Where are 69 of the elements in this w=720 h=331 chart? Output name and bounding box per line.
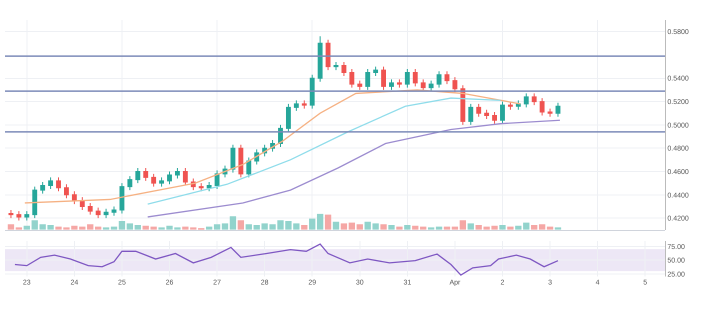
candlestick [48, 176, 54, 190]
bar [301, 224, 308, 230]
candlestick [468, 103, 474, 126]
candlestick [24, 210, 30, 221]
candlestick [500, 101, 505, 124]
candlestick [159, 176, 164, 188]
candlestick [318, 36, 323, 82]
candlestick [64, 184, 69, 199]
candlestick [341, 61, 346, 76]
candlestick [206, 181, 212, 192]
candlestick [436, 70, 442, 88]
candlestick [381, 66, 386, 90]
candlestick [396, 78, 402, 88]
candlestick [16, 210, 22, 221]
bar [230, 216, 236, 230]
candlestick [389, 78, 394, 90]
candlestick [428, 80, 434, 92]
candlestick [56, 176, 61, 192]
candlestick [326, 39, 331, 71]
candlestick [532, 92, 537, 106]
candlestick [135, 168, 140, 184]
bar [380, 224, 387, 230]
candlestick [104, 208, 109, 219]
candlestick [349, 68, 354, 88]
candlestick [143, 168, 148, 182]
candlestick [357, 80, 362, 90]
bar [324, 214, 332, 230]
candlestick [452, 76, 458, 93]
candlestick [72, 190, 77, 205]
candlestick [556, 102, 560, 118]
candlestick [167, 170, 172, 185]
candlestick [373, 66, 378, 76]
candlestick [112, 206, 116, 216]
candlestick [198, 182, 204, 192]
candlestick [365, 68, 370, 90]
candlestick [40, 181, 46, 194]
candlestick [548, 108, 552, 118]
candlestick [404, 68, 410, 88]
bar [507, 226, 514, 230]
candlestick [294, 100, 299, 112]
candlestick [524, 92, 529, 108]
candlestick [119, 182, 124, 214]
candlestick [420, 78, 426, 92]
candlestick [412, 68, 418, 87]
candlestick [476, 103, 482, 118]
candlestick [238, 144, 244, 178]
bar [396, 226, 403, 230]
candlestick [214, 170, 220, 190]
bar [404, 224, 411, 230]
candlestick [302, 100, 307, 110]
candlestick [334, 61, 338, 71]
candlestick [444, 70, 450, 85]
candlestick [127, 176, 132, 191]
candlestick [8, 209, 14, 219]
candlestick [151, 173, 156, 188]
bar [277, 220, 284, 230]
bar [468, 223, 474, 230]
candlestick [286, 103, 291, 132]
bar [238, 220, 244, 230]
candlestick [182, 168, 188, 186]
candlestick [540, 98, 545, 116]
candlestick [96, 207, 101, 219]
candlestick [230, 144, 236, 174]
candlestick [492, 112, 497, 124]
candlestick [508, 101, 513, 110]
candlestick [174, 168, 180, 179]
candlestick [88, 202, 93, 216]
candlestick [484, 109, 490, 120]
candlestick [32, 186, 38, 219]
